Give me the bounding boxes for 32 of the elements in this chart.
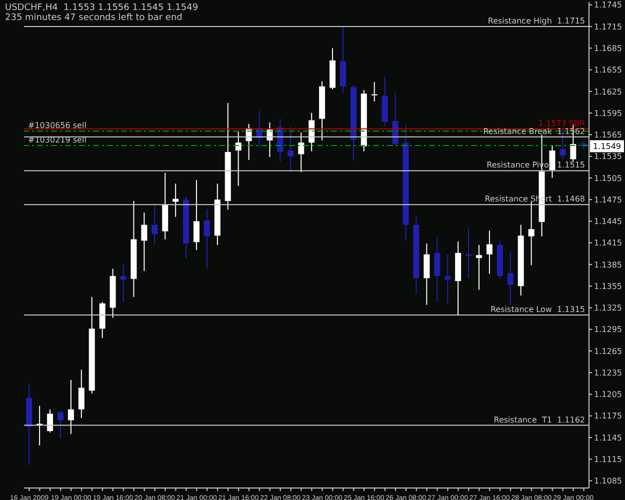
y-tick-label: 1.1235: [594, 368, 622, 378]
y-tick-label: 1.1415: [594, 238, 622, 248]
y-tick-label: 1.1535: [594, 152, 622, 162]
text: 235 minutes 47 seconds left to bar end: [5, 13, 184, 23]
y-tick-label: 1.1145: [594, 433, 622, 442]
y-tick-label: 1.1325: [594, 304, 622, 313]
ref-line-label: Resistance T1 1.1162: [494, 415, 585, 424]
y-tick-label: 1.1625: [594, 87, 622, 96]
y-tick-label: 1.1085: [594, 476, 622, 486]
y-tick-label: 1.1505: [594, 174, 622, 183]
annotation: 1.1549: [593, 142, 621, 152]
y-tick-label: 1.1595: [594, 108, 622, 118]
y-tick-label: 1.1475: [594, 195, 622, 204]
y-tick-label: 1.1175: [594, 412, 622, 421]
price-tag: 1.1549: [590, 140, 624, 152]
y-tick-label: 1.1745: [594, 0, 622, 10]
ref-line-label: 1.1573 SBR: [538, 118, 586, 128]
y-tick-label: 1.1205: [594, 390, 622, 400]
y-tick-label: 1.1355: [594, 282, 622, 291]
ref-line-label: #1030656 sell: [28, 121, 86, 130]
ref-line-label: Resistance High 1.1715: [488, 16, 585, 26]
y-tick-label: 1.1115: [594, 454, 622, 464]
y-tick-label: 1.1685: [594, 44, 622, 53]
ref-line-label: Resistance Low 1.1315: [490, 304, 585, 314]
chart-title: USDCHF,H4 1.1553 1.1556 1.1545 1.1549: [5, 3, 198, 13]
y-tick-label: 1.1655: [594, 66, 622, 75]
y-tick-label: 1.1295: [594, 325, 622, 334]
y-tick-label: 1.1715: [594, 22, 622, 32]
y-tick-label: 1.1265: [594, 346, 622, 356]
y-tick-label: 1.1445: [594, 217, 622, 226]
y-tick-label: 1.1385: [594, 260, 622, 270]
y-tick-label: 1.1565: [594, 130, 622, 140]
